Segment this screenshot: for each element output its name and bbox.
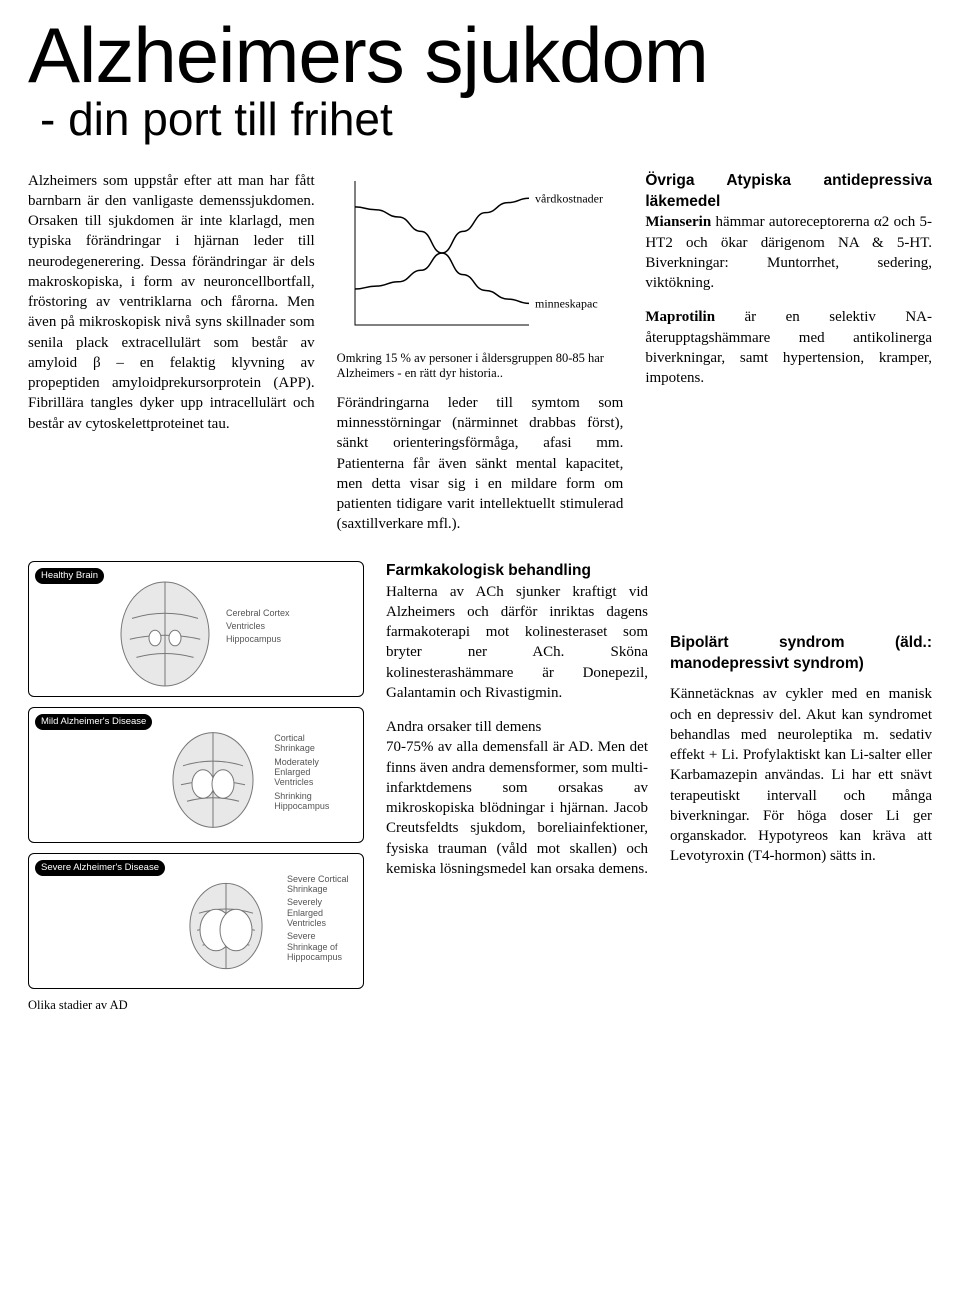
lower-right-block-1: Bipolärt syndrom (äld.: manodepressivt s…: [670, 633, 932, 675]
lower-mid-text-1: Halterna av ACh sjunker kraftigt vid Alz…: [386, 584, 648, 701]
brain-stage-label: Severely Enlarged Ventricles: [287, 897, 357, 928]
col3-bold-1a: Mianserin: [645, 214, 711, 230]
lower-mid-block-2: Andra orsaker till demens 70-75% av alla…: [386, 717, 648, 879]
brain-stage-tag: Mild Alzheimer's Disease: [35, 714, 152, 731]
page-subtitle: - din port till frihet: [40, 94, 932, 145]
col1: Alzheimers som uppstår efter att man har…: [28, 171, 315, 535]
brain-stage-label: Severe Cortical Shrinkage: [287, 874, 357, 895]
lower-mid-heading-2: Andra orsaker till demens: [386, 719, 541, 735]
brain-stage-label: Ventricles: [226, 621, 296, 631]
brain-stage-label: Shrinking Hippocampus: [274, 791, 344, 812]
brain-stage-label: Cerebral Cortex: [226, 608, 296, 618]
brain-stages: Healthy Brain Cerebral Cortex Ventricles H…: [28, 561, 364, 989]
brain-stage-labels: Severe Cortical ShrinkageSeverely Enlarg…: [287, 874, 357, 966]
lower-mid-col: Farmkakologisk behandling Halterna av AC…: [386, 561, 648, 1014]
brain-stage-label: Severe Shrinkage of Hippocampus: [287, 931, 357, 962]
brain-stage-label: Hippocampus: [226, 634, 296, 644]
brain-stage-card: Healthy Brain Cerebral Cortex Ventricles H…: [28, 561, 364, 697]
col3-heading-1: Övriga Atypiska antidepressiva läkemedel: [645, 172, 932, 210]
lower-mid-block-1: Farmkakologisk behandling Halterna av AC…: [386, 561, 648, 703]
chart-svg: vårdkostnader minneskapac: [337, 171, 619, 339]
col1-para-1: Alzheimers som uppstår efter att man har…: [28, 171, 315, 434]
brain-stage-card: Severe Alzheimer's Disease Severe Cortic…: [28, 853, 364, 989]
lower-right-text-1: Kännetäcknas av cykler med en manisk och…: [670, 684, 932, 866]
lower-right-heading-1: Bipolärt syndrom (äld.: manodepressivt s…: [670, 634, 932, 672]
brain-icon: [171, 860, 281, 980]
brain-stage-labels: Cortical Shrinkage Moderately Enlarged Ve…: [274, 733, 344, 814]
col2-para-2: Förändringarna leder till symtom som min…: [337, 393, 624, 535]
cost-memory-chart: vårdkostnader minneskapac: [337, 171, 624, 345]
page-title: Alzheimers sjukdom: [28, 16, 932, 94]
col3: Övriga Atypiska antidepressiva läkemedel…: [645, 171, 932, 535]
col3-block-1: Övriga Atypiska antidepressiva läkemedel…: [645, 171, 932, 294]
lower-right-col: Bipolärt syndrom (äld.: manodepressivt s…: [670, 561, 932, 1014]
columns-top: Alzheimers som uppstår efter att man har…: [28, 171, 932, 535]
svg-text:minneskapac: minneskapac: [535, 296, 598, 310]
lower-mid-heading-1: Farmkakologisk behandling: [386, 562, 591, 579]
brain-stage-label: Moderately Enlarged Ventricles: [274, 757, 344, 788]
brain-stage-labels: Cerebral Cortex Ventricles Hippocampus: [226, 608, 296, 648]
brain-caption: Olika stadier av AD: [28, 997, 364, 1014]
lower-mid-text-2: 70-75% av alla demensfall är AD. Men det…: [386, 739, 648, 877]
brain-stage-tag: Severe Alzheimer's Disease: [35, 860, 165, 877]
columns-bottom: Healthy Brain Cerebral Cortex Ventricles H…: [28, 561, 932, 1014]
brain-stage-tag: Healthy Brain: [35, 568, 104, 585]
brain-stage-card: Mild Alzheimer's Disease Cortical Shrink…: [28, 707, 364, 843]
brain-icon: [110, 568, 220, 688]
col3-bold-1b: Maprotilin: [645, 309, 715, 325]
chart-caption: Omkring 15 % av personer i åldersgruppen…: [337, 351, 624, 381]
col2: vårdkostnader minneskapac Omkring 15 % av…: [337, 171, 624, 535]
brain-stage-label: Cortical Shrinkage: [274, 733, 344, 754]
brain-column: Healthy Brain Cerebral Cortex Ventricles H…: [28, 561, 364, 1014]
brain-icon: [158, 714, 268, 834]
svg-text:vårdkostnader: vårdkostnader: [535, 191, 603, 205]
col3-block-2: Maprotilin är en selektiv NA-återupptags…: [645, 307, 932, 388]
